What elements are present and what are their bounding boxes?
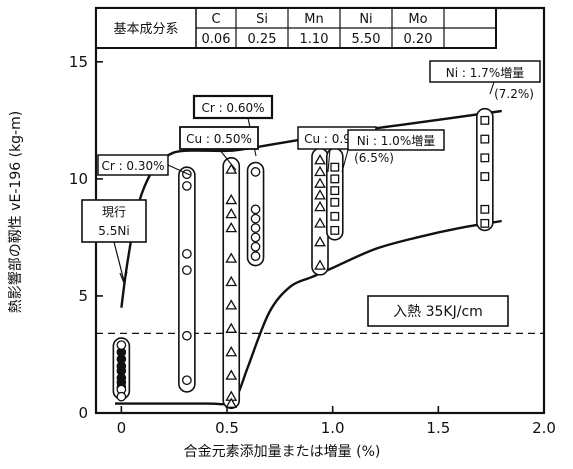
annotation-cr030-text: Cr : 0.30% <box>101 159 164 173</box>
point-cu050-8 <box>225 369 238 380</box>
point-ni17-5 <box>480 218 490 228</box>
x-tick-label-1: 0.5 <box>215 419 239 437</box>
point-cu050-4 <box>225 275 238 287</box>
composition-value-mn: 1.10 <box>300 32 329 47</box>
point-cu050-5 <box>225 299 238 310</box>
point-cu050-1 <box>225 193 238 205</box>
point-cr030-3 <box>182 265 192 276</box>
point-cu050-10 <box>225 397 238 408</box>
y-tick-label-0: 0 <box>78 404 88 422</box>
y-axis-label: 熱影響部の靱性 vE-196 (kg-m) <box>7 111 24 313</box>
point-cr030-2 <box>182 248 192 259</box>
point-cu050-2 <box>225 221 238 233</box>
y-tick-label-1: 5 <box>78 287 88 305</box>
annotation-cu050-text: Cu : 0.50% <box>186 132 252 146</box>
annotation-ni17-sub: (7.2%) <box>494 87 534 101</box>
point-cu095-0 <box>314 154 326 165</box>
composition-table: 基本成分系 C Si Mn Ni Mo 0.06 0.25 1.10 5.50 … <box>95 7 497 49</box>
point-cr060-1 <box>250 204 261 215</box>
composition-value-mo: 0.20 <box>404 32 433 47</box>
point-ni17-1 <box>480 134 490 144</box>
point-cu095-3 <box>314 189 326 200</box>
composition-value-ni: 5.50 <box>352 32 381 47</box>
annotation-current-line1: 現行 <box>102 205 126 219</box>
y-tick-label-2: 10 <box>69 170 88 188</box>
point-cr060-6 <box>250 251 261 262</box>
point-cu095-7 <box>314 259 326 270</box>
annotation-cr030: Cr : 0.30% <box>97 154 191 176</box>
point-ni55_open-2 <box>116 391 127 402</box>
point-ni10-4 <box>330 211 340 221</box>
x-tick-label-4: 2.0 <box>532 419 556 437</box>
x-tick-label-3: 1.5 <box>426 419 450 437</box>
composition-value-c: 0.06 <box>202 32 231 47</box>
point-cr030-4 <box>182 330 192 341</box>
point-cu050-0 <box>225 163 238 174</box>
point-cu095-2 <box>314 177 326 188</box>
composition-value-si: 0.25 <box>248 32 277 47</box>
annotation-ni17: Ni : 1.7%増量 (7.2%) <box>429 60 541 101</box>
annotation-cr060-text: Cr : 0.60% <box>201 101 264 115</box>
composition-element-mn: Mn <box>304 12 323 27</box>
point-ni17-3 <box>480 172 490 182</box>
point-ni10-2 <box>330 186 340 196</box>
point-ni17-0 <box>480 115 490 125</box>
annotation-ni10: Ni : 1.0%増量 (6.5%) <box>341 129 445 173</box>
point-cr030-0 <box>182 169 192 180</box>
point-cr060-3 <box>250 223 261 233</box>
composition-element-mo: Mo <box>408 12 427 27</box>
y-tick-label-3: 15 <box>69 53 88 71</box>
x-tick-label-2: 1.0 <box>321 419 345 437</box>
group-outline-cr030 <box>178 166 196 393</box>
point-cu095-1 <box>314 165 326 177</box>
annotation-ni17-text: Ni : 1.7%増量 <box>446 66 524 80</box>
point-ni10-3 <box>330 197 340 207</box>
point-ni10-0 <box>330 162 340 172</box>
point-cu095-5 <box>314 217 326 228</box>
point-ni10-5 <box>330 225 340 235</box>
point-cu050-7 <box>225 346 238 357</box>
point-cu095-6 <box>314 235 326 247</box>
annotation-cr060: Cr : 0.60% <box>192 94 274 157</box>
point-cr060-0 <box>250 167 261 177</box>
composition-element-si: Si <box>256 12 268 27</box>
point-ni55_open-0 <box>116 340 127 350</box>
composition-header-label: 基本成分系 <box>113 22 178 37</box>
annotation-current-line2: 5.5Ni <box>98 224 129 238</box>
annotation-ni10-text: Ni : 1.0%増量 <box>357 134 435 148</box>
point-cr060-4 <box>250 232 261 243</box>
point-ni10-1 <box>330 174 340 184</box>
point-cu050-6 <box>225 322 238 333</box>
point-cr030-1 <box>182 181 192 191</box>
composition-element-ni: Ni <box>359 12 372 27</box>
annotation-current: 現行 5.5Ni <box>81 199 147 285</box>
x-tick-label-0: 0 <box>117 419 127 437</box>
point-cr030-5 <box>182 375 192 386</box>
point-cu050-11 <box>225 207 238 219</box>
point-cr060-5 <box>250 241 261 252</box>
point-cr060-2 <box>250 213 261 224</box>
point-cu050-3 <box>225 252 238 263</box>
heat-input-text: 入熱 35KJ/cm <box>393 304 483 320</box>
x-axis-label: 合金元素添加量または増量 (%) <box>184 444 381 460</box>
point-ni17-2 <box>480 153 490 163</box>
point-ni17-4 <box>480 204 490 214</box>
heat-input-label: 入熱 35KJ/cm <box>367 295 509 327</box>
composition-element-c: C <box>211 12 220 27</box>
annotation-ni10-sub: (6.5%) <box>354 151 394 165</box>
point-cu095-4 <box>314 200 326 212</box>
annotation-cu050: Cu : 0.50% <box>179 126 259 171</box>
